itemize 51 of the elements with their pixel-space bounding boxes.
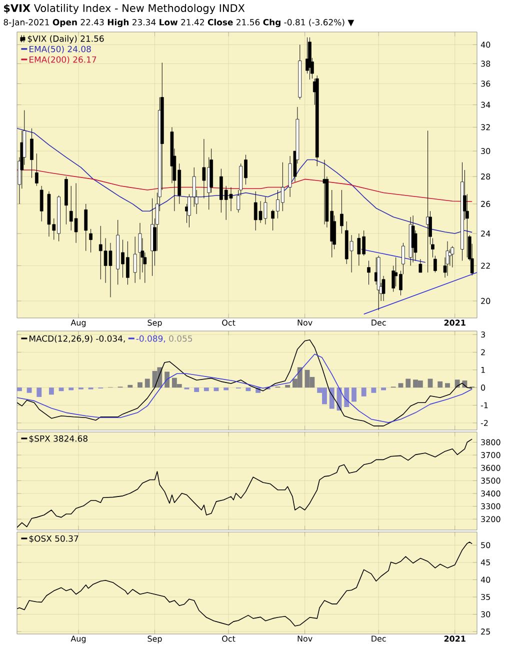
legend-label: $SPX 3824.68: [29, 435, 88, 443]
bar: [329, 388, 334, 409]
bar: [398, 383, 404, 388]
candlestick: [434, 256, 437, 273]
legend-label: $VIX (Daily) 21.56: [28, 35, 104, 44]
bar: [214, 388, 219, 392]
chart-title: $VIX Volatility Index - New Methodology INDX: [4, 4, 245, 14]
bar: [445, 383, 450, 388]
legend-label: 0.055: [169, 335, 192, 342]
bar: [68, 388, 74, 390]
line-series: [17, 542, 472, 626]
legend-label: MACD(12,26,9) -0.034,: [30, 335, 125, 343]
bar: [164, 372, 170, 388]
candlestick: [40, 186, 44, 222]
bar: [428, 378, 433, 388]
bar: [58, 388, 64, 392]
bar: [406, 378, 411, 388]
bar: [17, 388, 22, 392]
legend-label: EMA(50) 24.08: [30, 46, 91, 54]
line-series: [17, 354, 472, 423]
candlestick: [418, 258, 422, 273]
candlestick: [89, 228, 92, 253]
bar: [36, 388, 42, 397]
candlestick: [411, 215, 415, 263]
legend-label: -0.089,: [136, 335, 166, 343]
bar: [344, 388, 350, 408]
bar: [371, 388, 376, 393]
candlestick: [402, 242, 405, 274]
bar: [352, 388, 356, 402]
candlestick: [133, 236, 137, 284]
bar: [224, 388, 229, 390]
bar: [144, 378, 150, 388]
candlestick: [30, 128, 34, 178]
text: 8-Jan-2021 Open 22.43 High 23.34 Low 21.42 Close 21.56 Chg -0.81 (-3.62%) ▼: [4, 18, 354, 28]
bar: [204, 388, 209, 392]
bar: [438, 381, 443, 388]
candlestick: [340, 190, 344, 234]
bar: [128, 384, 133, 388]
bar: [138, 382, 142, 388]
candlestick: [84, 204, 88, 252]
bar: [381, 388, 386, 390]
bar: [194, 388, 200, 392]
bar: [285, 384, 290, 388]
bar: [26, 388, 32, 393]
candlestick: [367, 260, 370, 285]
bar: [246, 388, 251, 392]
bar: [48, 388, 54, 395]
legend-label: EMA(200) 26.17: [30, 56, 96, 64]
candlestick: [35, 153, 38, 186]
legend-label: $OSX 50.37: [29, 535, 78, 543]
bar: [361, 388, 366, 396]
